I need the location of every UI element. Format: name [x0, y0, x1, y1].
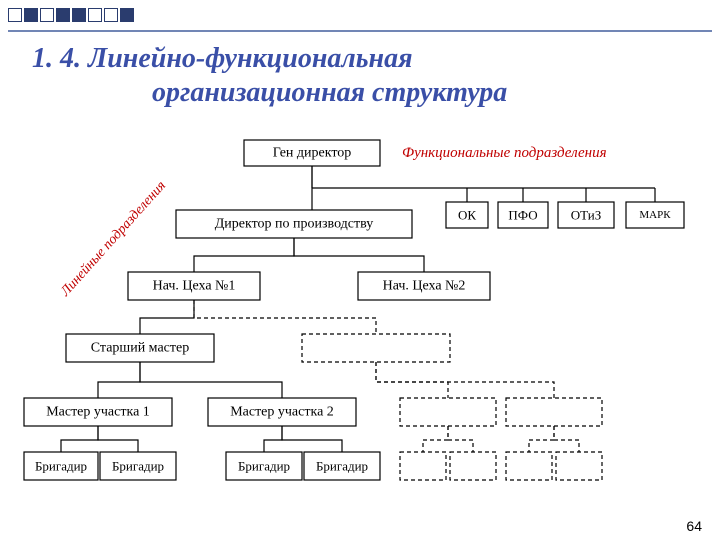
- svg-text:Мастер участка 1: Мастер участка 1: [46, 405, 150, 420]
- svg-text:Нач. Цеха №2: Нач. Цеха №2: [383, 279, 466, 294]
- svg-text:Бригадир: Бригадир: [112, 459, 164, 474]
- svg-text:Ген директор: Ген директор: [273, 146, 352, 161]
- svg-text:Бригадир: Бригадир: [238, 459, 290, 474]
- svg-text:ОК: ОК: [458, 208, 476, 223]
- svg-text:ОТиЗ: ОТиЗ: [571, 208, 601, 223]
- svg-text:ПФО: ПФО: [508, 208, 537, 223]
- svg-text:Старший мастер: Старший мастер: [91, 341, 189, 356]
- page-number: 64: [686, 518, 702, 534]
- svg-text:Директор по производству: Директор по производству: [215, 217, 374, 232]
- svg-text:Мастер участка 2: Мастер участка 2: [230, 405, 334, 420]
- svg-text:Бригадир: Бригадир: [316, 459, 368, 474]
- org-chart: Ген директор Директор по производству ОК ПФ…: [0, 0, 720, 540]
- svg-text:Нач. Цеха №1: Нач. Цеха №1: [153, 279, 236, 294]
- svg-text:МАРК: МАРК: [639, 209, 671, 221]
- svg-text:Функциональные подразделения: Функциональные подразделения: [402, 145, 607, 161]
- svg-text:Бригадир: Бригадир: [35, 459, 87, 474]
